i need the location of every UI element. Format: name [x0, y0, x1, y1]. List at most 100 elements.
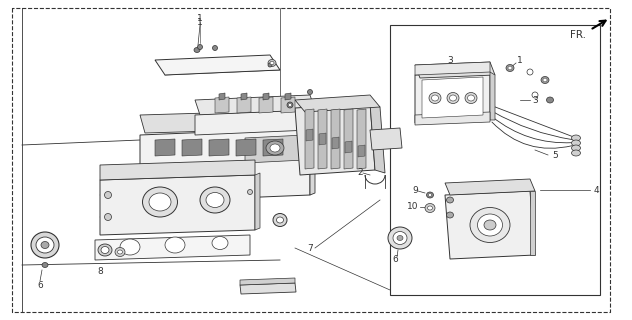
Ellipse shape — [276, 217, 284, 223]
Polygon shape — [95, 235, 250, 260]
Polygon shape — [530, 191, 535, 255]
Text: 2: 2 — [357, 167, 363, 177]
Polygon shape — [240, 283, 296, 294]
Polygon shape — [490, 72, 495, 120]
Polygon shape — [182, 139, 202, 156]
Ellipse shape — [149, 193, 171, 211]
Polygon shape — [344, 109, 353, 169]
Polygon shape — [445, 191, 535, 259]
Polygon shape — [295, 95, 380, 112]
Polygon shape — [445, 179, 535, 195]
Ellipse shape — [571, 135, 581, 141]
Polygon shape — [295, 103, 375, 175]
Polygon shape — [263, 93, 269, 100]
Ellipse shape — [120, 239, 140, 255]
Polygon shape — [100, 160, 255, 180]
Ellipse shape — [547, 97, 554, 103]
Polygon shape — [281, 97, 295, 113]
Ellipse shape — [270, 61, 274, 65]
Ellipse shape — [397, 236, 403, 241]
Ellipse shape — [104, 213, 111, 220]
Text: 3: 3 — [447, 55, 453, 65]
Ellipse shape — [506, 65, 514, 71]
Ellipse shape — [142, 187, 178, 217]
Polygon shape — [306, 129, 313, 141]
Polygon shape — [219, 93, 225, 100]
Ellipse shape — [287, 102, 293, 108]
Polygon shape — [195, 110, 310, 135]
Ellipse shape — [197, 44, 202, 50]
Polygon shape — [318, 109, 327, 169]
Ellipse shape — [571, 140, 581, 146]
Text: 9: 9 — [412, 186, 418, 195]
Polygon shape — [155, 139, 175, 156]
Ellipse shape — [104, 191, 111, 198]
Text: 6: 6 — [392, 255, 398, 265]
Ellipse shape — [273, 213, 287, 227]
Ellipse shape — [527, 69, 533, 75]
Text: 6: 6 — [37, 281, 43, 290]
Polygon shape — [245, 135, 305, 163]
Polygon shape — [241, 93, 247, 100]
Text: 1: 1 — [197, 18, 203, 27]
Ellipse shape — [248, 189, 253, 195]
Polygon shape — [100, 175, 255, 235]
Ellipse shape — [388, 227, 412, 249]
Polygon shape — [332, 137, 339, 149]
Polygon shape — [140, 110, 315, 133]
Ellipse shape — [470, 207, 510, 243]
Ellipse shape — [200, 187, 230, 213]
Polygon shape — [415, 62, 490, 75]
Ellipse shape — [465, 92, 477, 103]
Ellipse shape — [543, 78, 547, 82]
Ellipse shape — [308, 90, 312, 94]
Polygon shape — [310, 110, 315, 130]
Polygon shape — [345, 141, 352, 153]
Ellipse shape — [432, 95, 439, 101]
Ellipse shape — [118, 250, 123, 254]
Ellipse shape — [427, 206, 432, 210]
Ellipse shape — [101, 246, 109, 253]
Polygon shape — [370, 103, 385, 173]
Ellipse shape — [449, 95, 456, 101]
Polygon shape — [259, 97, 273, 113]
Polygon shape — [358, 145, 365, 157]
Polygon shape — [140, 128, 310, 202]
Polygon shape — [236, 139, 256, 156]
Polygon shape — [415, 72, 490, 123]
Polygon shape — [237, 97, 251, 113]
Text: 3: 3 — [532, 95, 538, 105]
Ellipse shape — [268, 63, 272, 67]
Ellipse shape — [478, 214, 502, 236]
Ellipse shape — [541, 76, 549, 84]
Text: 4: 4 — [593, 186, 599, 195]
Text: FR.: FR. — [570, 30, 586, 40]
Ellipse shape — [484, 220, 496, 230]
Ellipse shape — [268, 60, 276, 67]
Text: 1: 1 — [517, 55, 523, 65]
Ellipse shape — [446, 197, 454, 203]
Polygon shape — [370, 128, 402, 150]
Polygon shape — [285, 93, 291, 100]
Text: 7: 7 — [307, 244, 313, 252]
Ellipse shape — [165, 237, 185, 253]
Ellipse shape — [98, 244, 112, 256]
Ellipse shape — [429, 92, 441, 103]
Polygon shape — [240, 278, 295, 285]
Ellipse shape — [206, 193, 224, 207]
Ellipse shape — [571, 150, 581, 156]
Polygon shape — [415, 112, 490, 125]
Ellipse shape — [194, 47, 200, 52]
Ellipse shape — [508, 66, 512, 70]
Polygon shape — [263, 139, 283, 156]
Text: 8: 8 — [97, 268, 103, 276]
Ellipse shape — [266, 141, 284, 155]
Polygon shape — [209, 139, 229, 156]
Ellipse shape — [41, 242, 49, 249]
Ellipse shape — [36, 237, 54, 253]
Ellipse shape — [427, 192, 434, 198]
Ellipse shape — [428, 194, 432, 196]
Polygon shape — [310, 128, 315, 195]
Ellipse shape — [270, 144, 280, 152]
Ellipse shape — [393, 231, 407, 244]
